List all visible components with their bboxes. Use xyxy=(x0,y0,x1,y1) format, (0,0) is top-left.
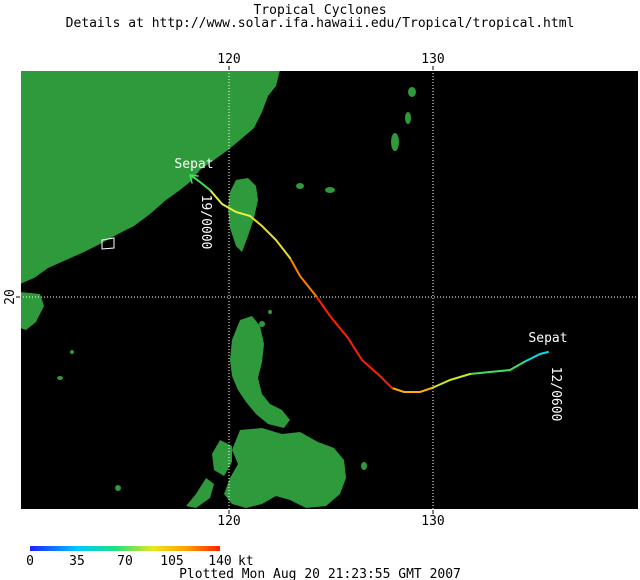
islet xyxy=(70,350,74,354)
ryukyu-island xyxy=(408,87,416,97)
intensity-colorbar xyxy=(30,546,220,551)
track-segment xyxy=(191,175,211,191)
land-layer xyxy=(20,70,416,508)
storm-name-end: Sepat xyxy=(174,157,213,172)
okinawa-island xyxy=(391,133,399,151)
hainan-island xyxy=(20,292,44,330)
legend-tick-0: 0 xyxy=(26,554,34,569)
track-segment xyxy=(315,295,393,389)
axis-ticks xyxy=(16,66,434,514)
track-segment xyxy=(469,361,525,375)
islet xyxy=(361,462,367,470)
track-segment xyxy=(249,215,291,259)
storm-name-start: Sepat xyxy=(528,331,567,346)
storm-track xyxy=(189,174,549,393)
legend-tick-70: 70 xyxy=(117,554,133,569)
plotted-timestamp: Plotted Mon Aug 20 21:23:55 GMT 2007 xyxy=(179,567,461,580)
palawan-island xyxy=(186,478,214,508)
sakishima-island xyxy=(296,183,304,189)
islet xyxy=(268,310,272,314)
lon-label-top-120: 120 xyxy=(217,52,240,67)
storm-start-time: 12/0600 xyxy=(548,367,563,422)
track-segment xyxy=(209,189,251,217)
islet xyxy=(57,376,63,380)
graticule xyxy=(20,70,640,510)
lon-label-top-130: 130 xyxy=(421,52,444,67)
track-segment xyxy=(431,373,471,389)
track-segment xyxy=(391,387,433,393)
lon-label-bottom-130: 130 xyxy=(421,514,444,529)
mindoro-island xyxy=(212,440,232,476)
legend-tick-140: 140 xyxy=(208,554,231,569)
track-segment xyxy=(289,257,317,297)
track-arrowhead xyxy=(189,174,199,184)
map-frame xyxy=(19,69,640,511)
storm-end-time: 19/0000 xyxy=(198,195,213,250)
sakishima-island xyxy=(325,187,335,193)
luzon-island xyxy=(230,316,290,428)
map-title: Tropical Cyclones xyxy=(253,3,387,18)
lon-label-bottom-120: 120 xyxy=(217,514,240,529)
visayas-islands xyxy=(224,428,346,508)
legend-tick-35: 35 xyxy=(69,554,85,569)
islet xyxy=(259,321,265,327)
map-subtitle: Details at http://www.solar.ifa.hawaii.e… xyxy=(65,16,575,31)
track-segment xyxy=(523,351,549,363)
lat-label-left-20: 20 xyxy=(3,289,18,305)
legend-tick-105: 105 xyxy=(160,554,183,569)
ryukyu-island xyxy=(405,112,411,124)
hong-kong-marker xyxy=(101,237,115,250)
china-landmass xyxy=(20,70,280,284)
islet xyxy=(115,485,121,491)
legend-unit: kt xyxy=(238,554,254,569)
